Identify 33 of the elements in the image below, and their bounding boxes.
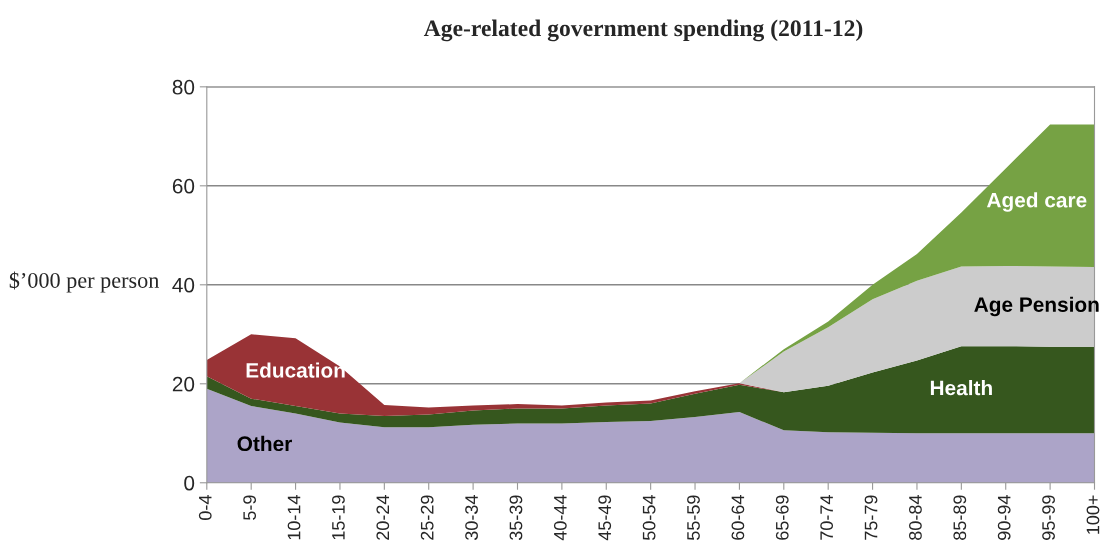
y-tick-label: 40: [172, 277, 195, 293]
x-tick-label: 65-69: [775, 495, 789, 540]
series-label: Health: [930, 380, 992, 396]
series-label: Other: [237, 435, 292, 452]
x-tick-label: 0-4: [198, 495, 212, 520]
x-tick-label: 20-24: [376, 495, 390, 540]
series-label: Education: [246, 362, 345, 378]
x-tick-label: 15-19: [332, 495, 345, 540]
x-tick-label: 10-14: [287, 495, 301, 540]
y-tick-label: 0: [184, 475, 195, 491]
x-tick-label: 55-59: [687, 495, 700, 541]
y-tick-label: 20: [172, 376, 195, 392]
x-tick-label: 30-34: [465, 495, 478, 541]
y-tick-label: 80: [172, 79, 195, 95]
x-tick-label: 95-99: [1042, 495, 1055, 540]
x-tick-label: 40-44: [553, 495, 567, 541]
chart-title: Age-related government spending (2011-12): [423, 19, 863, 42]
x-tick-label: 50-54: [642, 495, 656, 541]
y-tick-label: 60: [172, 178, 195, 194]
x-tick-label: 75-79: [864, 495, 878, 540]
x-tick-label: 100+: [1086, 495, 1100, 534]
x-tick-label: 35-39: [509, 495, 523, 541]
series-label: Age Pension: [974, 296, 1099, 317]
x-tick-label: 90-94: [997, 495, 1011, 540]
x-tick-label: 85-89: [953, 495, 967, 540]
series-label: Aged care: [986, 192, 1087, 212]
x-tick-label: 70-74: [820, 495, 834, 540]
y-axis-title: $’000 per person: [9, 271, 160, 293]
x-tick-label: 5-9: [243, 495, 257, 520]
x-tick-label: 25-29: [420, 495, 434, 540]
x-tick-label: 45-49: [598, 495, 612, 541]
x-tick-label: 60-64: [731, 495, 745, 540]
x-tick-label: 80-84: [909, 495, 922, 540]
